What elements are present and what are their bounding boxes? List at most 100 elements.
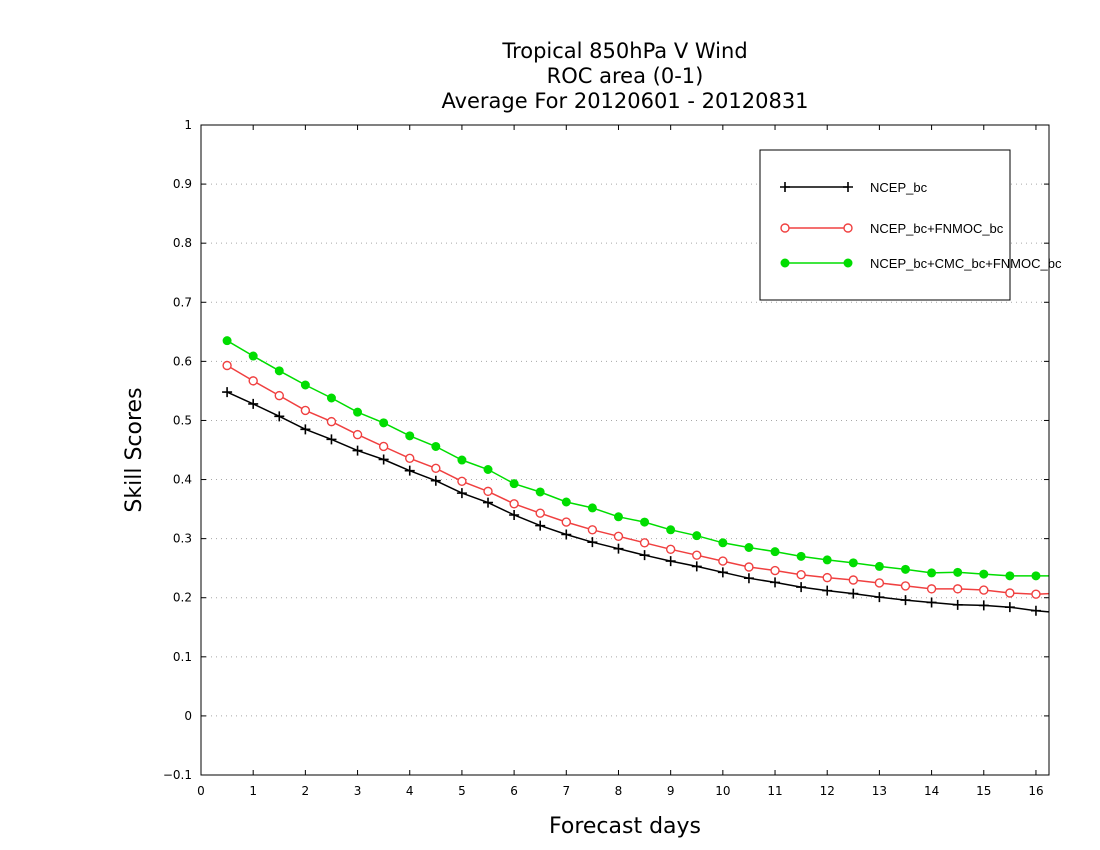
y-tick-label: 0.9 — [173, 177, 192, 191]
x-tick-label: 13 — [872, 784, 887, 798]
data-point — [587, 503, 597, 513]
x-tick-label: 10 — [715, 784, 730, 798]
data-point — [718, 538, 728, 548]
data-point — [353, 407, 363, 417]
data-point — [978, 600, 989, 611]
data-point — [692, 531, 702, 541]
data-point — [379, 418, 389, 428]
data-point — [848, 558, 858, 568]
data-point — [404, 465, 415, 476]
data-point — [274, 366, 284, 376]
axis-ticks: −0.100.10.20.30.40.50.60.70.80.910 1 2 3 4 5 6… — [163, 118, 1049, 798]
data-point — [430, 475, 441, 486]
y-tick-label: 0.1 — [173, 650, 192, 664]
data-point — [692, 550, 702, 560]
data-point — [274, 390, 284, 401]
data-point — [796, 551, 806, 561]
y-tick-label: 0.2 — [173, 591, 192, 605]
data-point — [248, 398, 259, 409]
data-point — [926, 597, 937, 608]
x-tick-label: 6 — [510, 784, 518, 798]
legend-marker — [843, 223, 853, 233]
legend-label: NCEP_bc+CMC_bc+FNMOC_bc — [870, 256, 1062, 271]
data-point — [405, 453, 415, 463]
legend: NCEP_bc NCEP_bc+FNMOC_bc NCEP_bc+CMC_bc+FN… — [759, 149, 1062, 301]
legend-marker — [843, 258, 853, 268]
data-point — [352, 429, 363, 440]
data-point — [248, 351, 258, 361]
data-point — [326, 434, 337, 445]
x-tick-label: 3 — [354, 784, 362, 798]
data-point — [665, 556, 676, 567]
x-tick-label: 2 — [302, 784, 310, 798]
x-tick-label: 7 — [562, 784, 570, 798]
data-point — [587, 525, 598, 535]
series-3 — [222, 336, 1049, 581]
legend-marker — [780, 223, 790, 233]
legend-box — [759, 149, 1011, 301]
data-point — [874, 592, 885, 603]
x-tick-label: 5 — [458, 784, 466, 798]
data-point — [979, 585, 989, 595]
data-point — [952, 584, 963, 594]
y-tick-label: 0.7 — [173, 295, 192, 309]
x-tick-label: 9 — [667, 784, 675, 798]
data-point — [222, 360, 232, 371]
data-point — [483, 486, 493, 497]
data-point — [561, 529, 572, 540]
data-point — [927, 568, 937, 578]
data-point — [326, 393, 336, 403]
data-point — [874, 561, 884, 571]
series-1 — [222, 387, 1050, 616]
data-point — [900, 564, 910, 574]
data-point — [770, 565, 780, 576]
data-point — [717, 567, 728, 578]
plot-frame — [200, 124, 1050, 776]
data-point — [509, 510, 520, 520]
x-tick-label: 16 — [1028, 784, 1043, 798]
data-point — [691, 561, 702, 572]
legend-marker — [780, 182, 790, 192]
x-tick-label: 15 — [976, 784, 991, 798]
data-point — [900, 581, 911, 591]
data-point — [770, 547, 780, 557]
legend-entry-1: NCEP_bc — [780, 180, 928, 195]
y-tick-label: 0.8 — [173, 236, 192, 250]
legend-marker — [780, 258, 790, 268]
data-point — [483, 497, 494, 508]
data-point — [300, 405, 311, 416]
data-point — [1031, 571, 1041, 581]
series-2 — [222, 360, 1050, 599]
y-tick-label: 1 — [184, 118, 192, 132]
data-point — [796, 569, 806, 580]
data-point — [744, 562, 754, 572]
data-point — [848, 588, 859, 599]
data-point — [222, 336, 232, 346]
data-point — [405, 431, 415, 441]
data-point — [483, 465, 493, 474]
data-point — [926, 584, 937, 594]
legend-label: NCEP_bc+FNMOC_bc — [870, 221, 1004, 236]
data-point — [665, 544, 676, 554]
data-point — [1005, 571, 1015, 581]
data-point — [378, 454, 389, 465]
data-point — [300, 380, 310, 390]
data-point — [640, 517, 650, 527]
data-point — [874, 578, 885, 588]
data-point — [979, 569, 989, 579]
data-point — [457, 455, 467, 465]
x-axis-label: Forecast days — [549, 814, 701, 839]
data-point — [1005, 588, 1015, 598]
y-tick-label: −0.1 — [163, 768, 192, 782]
x-tick-label: 11 — [767, 784, 782, 798]
title-line-3: Average For 20120601 - 20120831 — [441, 89, 808, 113]
y-tick-label: 0.6 — [173, 354, 192, 368]
data-point — [1031, 589, 1041, 599]
data-point — [666, 525, 676, 535]
x-tick-label: 8 — [615, 784, 623, 798]
data-point — [744, 543, 754, 552]
data-point — [457, 476, 467, 487]
data-point — [300, 424, 311, 435]
data-point — [1004, 602, 1015, 613]
